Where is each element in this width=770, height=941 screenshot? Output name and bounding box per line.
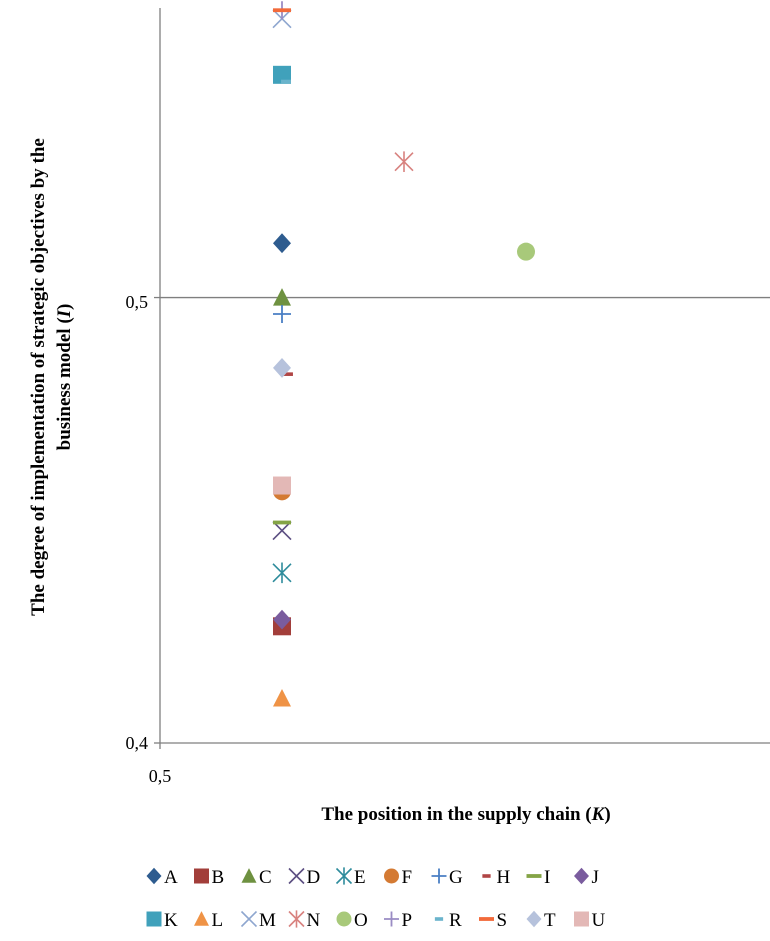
data-point-j bbox=[273, 609, 291, 630]
legend-label: A bbox=[164, 867, 178, 888]
legend-marker bbox=[240, 910, 258, 928]
x-axis-label-main: The position in the supply chain ( bbox=[321, 804, 591, 825]
data-point-n bbox=[394, 151, 414, 173]
legend-item-i: I bbox=[526, 867, 550, 888]
y-tick-label-upper: 0,5 bbox=[126, 292, 149, 312]
data-point-o bbox=[517, 242, 535, 261]
y-axis-label-variable: I bbox=[54, 309, 75, 318]
y-tick-label-lower: 0,4 bbox=[126, 733, 149, 753]
data-points bbox=[272, 1, 535, 707]
legend-marker bbox=[146, 911, 162, 927]
legend-label: T bbox=[544, 910, 556, 931]
legend-label: M bbox=[259, 910, 276, 931]
legend-label: J bbox=[592, 867, 599, 888]
legend-label: G bbox=[449, 867, 463, 888]
legend-label: E bbox=[354, 867, 366, 888]
legend-item-t: T bbox=[526, 910, 556, 931]
axes bbox=[154, 8, 770, 749]
legend-label: H bbox=[497, 867, 511, 888]
legend: A B C D E F G H I J K L M N O P R S T U bbox=[146, 867, 606, 931]
y-axis-label-main: business model ( bbox=[54, 317, 75, 450]
data-point-d bbox=[272, 520, 292, 541]
legend-item-h: H bbox=[482, 867, 511, 888]
x-tick-label: 0,5 bbox=[149, 766, 172, 786]
y-axis-label-line1: The degree of implementation of strategi… bbox=[28, 138, 49, 616]
data-point-a bbox=[273, 233, 291, 254]
legend-marker bbox=[574, 911, 589, 927]
legend-item-r: R bbox=[434, 910, 462, 931]
data-point-t bbox=[273, 358, 291, 378]
data-point-k bbox=[273, 65, 291, 84]
legend-label: P bbox=[402, 910, 413, 931]
legend-label: F bbox=[402, 867, 413, 888]
legend-item-s: S bbox=[479, 910, 507, 931]
data-point-u bbox=[273, 476, 291, 495]
data-point-l bbox=[273, 689, 291, 707]
y-axis-label-close: ) bbox=[54, 304, 75, 310]
legend-marker bbox=[482, 874, 491, 878]
tick-labels: 0,5 0,5 0,4 bbox=[126, 292, 172, 786]
legend-marker bbox=[194, 868, 209, 884]
legend-item-j: J bbox=[574, 867, 599, 888]
legend-label: C bbox=[259, 867, 272, 888]
data-point-g bbox=[273, 305, 291, 324]
data-point-i bbox=[273, 520, 291, 525]
legend-item-e: E bbox=[335, 867, 366, 888]
legend-label: N bbox=[307, 910, 321, 931]
legend-item-k: K bbox=[146, 910, 178, 931]
x-axis-label-variable: K bbox=[591, 804, 606, 825]
legend-marker bbox=[526, 910, 542, 928]
legend-label: D bbox=[307, 867, 321, 888]
legend-marker bbox=[384, 911, 399, 927]
legend-item-d: D bbox=[288, 867, 321, 888]
legend-label: B bbox=[212, 867, 225, 888]
legend-item-m: M bbox=[240, 910, 276, 931]
legend-marker bbox=[479, 917, 494, 921]
legend-label: L bbox=[212, 910, 224, 931]
legend-label: O bbox=[354, 910, 368, 931]
legend-marker bbox=[194, 911, 209, 926]
legend-marker bbox=[288, 910, 305, 928]
legend-marker bbox=[336, 911, 352, 927]
x-axis-label: The position in the supply chain (K) bbox=[321, 804, 610, 825]
legend-item-a: A bbox=[146, 867, 178, 888]
legend-item-o: O bbox=[336, 910, 368, 931]
legend-marker bbox=[574, 867, 589, 885]
legend-marker bbox=[335, 867, 353, 885]
legend-item-b: B bbox=[194, 867, 224, 888]
legend-label: U bbox=[592, 910, 606, 931]
legend-item-u: U bbox=[574, 910, 606, 931]
data-point-e bbox=[272, 562, 292, 584]
legend-item-n: N bbox=[288, 910, 321, 931]
legend-marker bbox=[241, 868, 257, 883]
data-point-s bbox=[273, 8, 291, 13]
legend-item-l: L bbox=[194, 910, 223, 931]
legend-item-c: C bbox=[241, 867, 272, 888]
legend-label: S bbox=[497, 910, 508, 931]
y-axis-label: The degree of implementation of strategi… bbox=[28, 138, 75, 616]
legend-marker bbox=[431, 868, 447, 884]
legend-marker bbox=[384, 868, 399, 884]
legend-item-p: P bbox=[384, 910, 412, 931]
y-axis-label-line2: business model (I) bbox=[54, 304, 75, 451]
legend-label: I bbox=[544, 867, 550, 888]
legend-marker bbox=[146, 867, 162, 885]
legend-label: R bbox=[449, 910, 462, 931]
x-axis-label-close: ) bbox=[604, 804, 610, 825]
legend-marker bbox=[434, 917, 444, 921]
data-point-c bbox=[273, 288, 291, 306]
data-point-h bbox=[283, 372, 293, 376]
legend-marker bbox=[526, 874, 542, 878]
legend-marker bbox=[288, 867, 305, 885]
legend-item-g: G bbox=[431, 867, 463, 888]
legend-item-f: F bbox=[384, 867, 412, 888]
legend-label: K bbox=[164, 910, 178, 931]
data-point-r bbox=[281, 79, 291, 84]
